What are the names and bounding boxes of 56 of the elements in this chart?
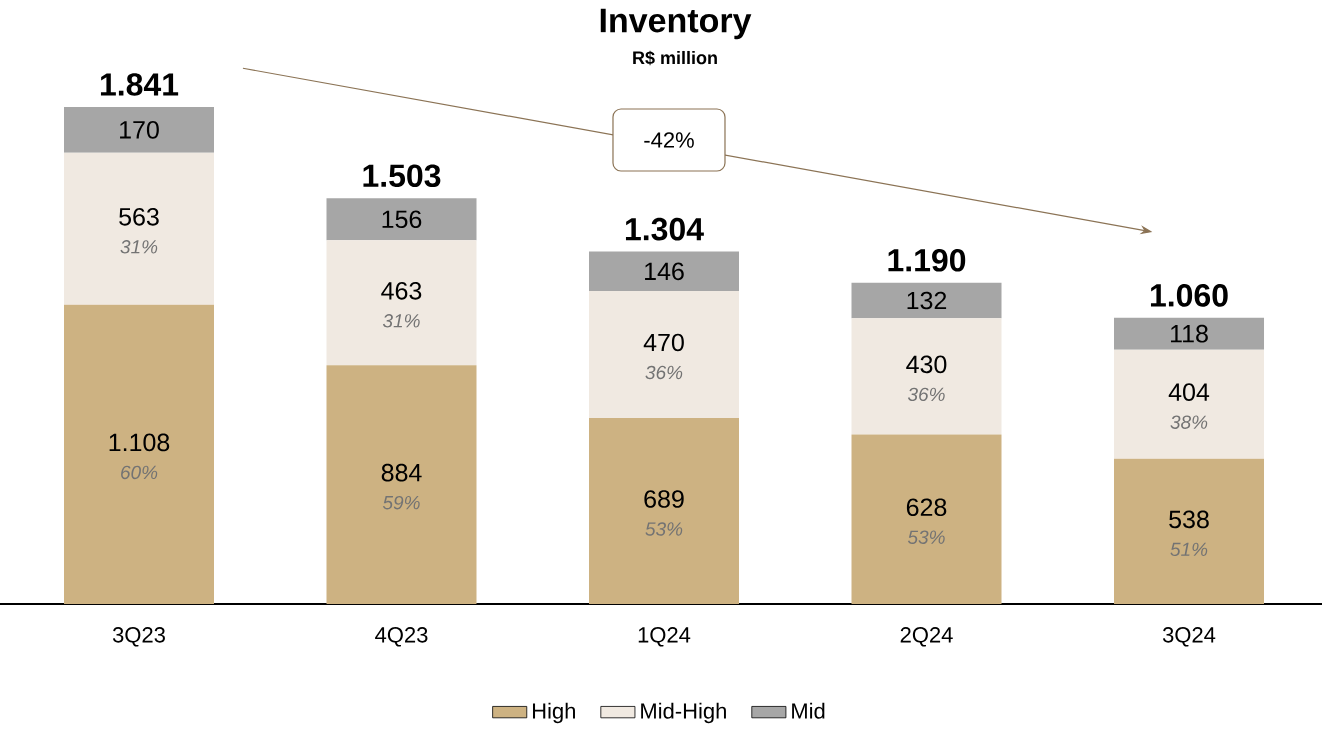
total-label: 1.503 (363, 164, 441, 188)
bar (64, 106, 214, 153)
annotation: 36% (907, 387, 945, 402)
bar (64, 304, 214, 604)
data-label: 170 (120, 121, 159, 139)
annotation: 36% (645, 365, 683, 380)
total-label: 1.190 (888, 248, 966, 272)
bar (326, 240, 477, 366)
data-label: 689 (644, 490, 684, 508)
total-label: 1.060 (1150, 284, 1228, 307)
x-tick-label: 1Q24 (638, 627, 691, 647)
data-label: 404 (1168, 383, 1210, 402)
data-label: 132 (907, 291, 947, 310)
total-label: 1.841 (100, 73, 179, 96)
total-label: 1.304 (625, 217, 704, 241)
bar (1114, 349, 1265, 459)
annotation: 38% (1170, 415, 1208, 429)
bar (589, 291, 739, 418)
bar (851, 282, 1002, 319)
data-label: 146 (645, 262, 684, 281)
x-tick-label: 4Q23 (375, 627, 428, 647)
annotation: 60% (121, 465, 158, 480)
annotation: 31% (382, 314, 420, 328)
data-label: 118 (1170, 324, 1208, 343)
x-tick-label: 2Q24 (900, 627, 953, 647)
chart-subtitle: R$ million (633, 50, 717, 66)
bar (64, 152, 214, 305)
legend-label: Mid-High (641, 702, 726, 724)
annotation: -42% (644, 132, 694, 148)
bar (851, 318, 1002, 435)
data-label: 563 (119, 207, 159, 226)
annotation: 31% (120, 240, 158, 254)
x-tick-label: 3Q24 (1162, 627, 1216, 647)
bar (851, 434, 1002, 604)
data-label: 470 (643, 333, 684, 352)
chart-title: Inventory (600, 8, 752, 40)
legend-label: High (533, 702, 575, 724)
annotation: 59% (382, 495, 420, 510)
data-label: 156 (382, 210, 422, 229)
legend-label: Mid (792, 702, 825, 719)
annotation: 53% (645, 522, 683, 536)
bar (326, 198, 477, 241)
x-tick-label: 3Q23 (112, 627, 165, 647)
data-label: 628 (906, 498, 947, 517)
bar (326, 365, 477, 604)
bar (1114, 458, 1265, 604)
data-label: 463 (381, 281, 422, 300)
annotation: 51% (1170, 542, 1208, 557)
bar (589, 251, 739, 292)
data-label: 1.108 (109, 433, 170, 452)
bar (1114, 317, 1265, 350)
data-label: 430 (906, 355, 947, 374)
data-label: 538 (1169, 510, 1209, 529)
annotation: 53% (907, 530, 945, 544)
bar (589, 417, 739, 604)
data-label: 884 (381, 463, 422, 482)
